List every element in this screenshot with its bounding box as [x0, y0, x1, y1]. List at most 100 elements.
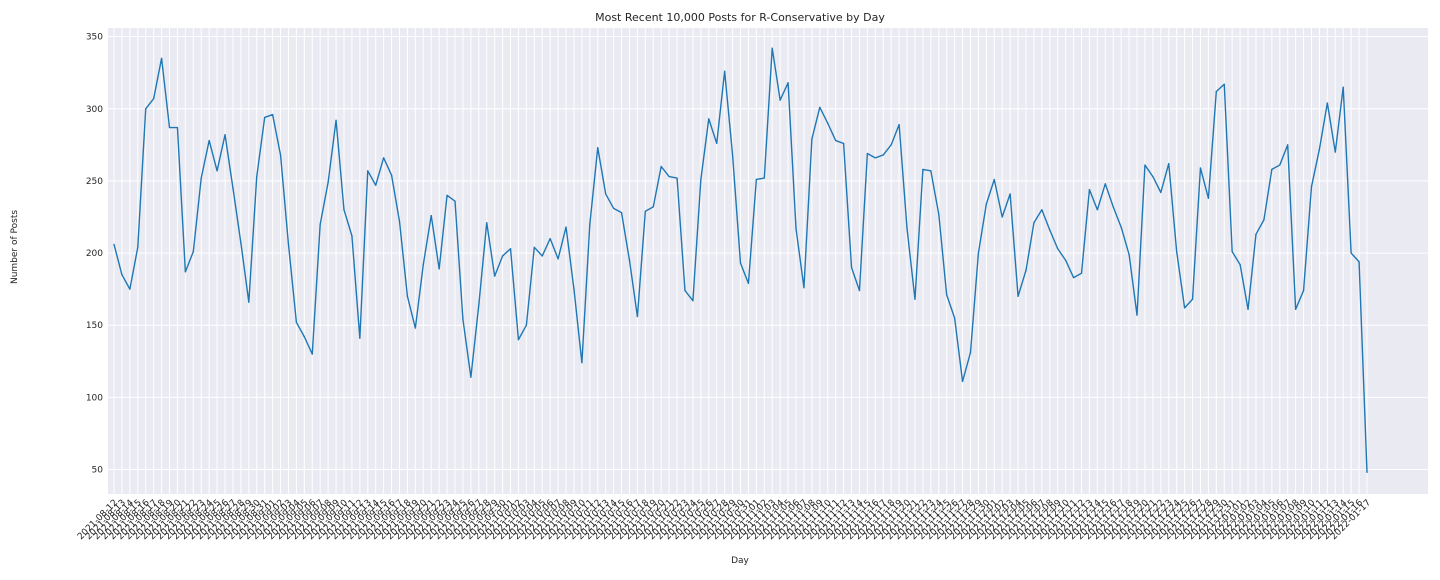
data-point: [1152, 176, 1154, 178]
plot-area: [108, 28, 1428, 494]
data-point: [779, 99, 781, 101]
data-point: [581, 362, 583, 364]
data-point: [1358, 261, 1360, 263]
data-point: [1112, 206, 1114, 208]
y-tick-label: 100: [86, 393, 103, 403]
data-point: [1001, 216, 1003, 218]
data-point: [1080, 272, 1083, 274]
data-point: [827, 122, 829, 124]
data-point: [406, 295, 409, 297]
data-point: [676, 177, 678, 179]
y-tick-label: 350: [86, 33, 103, 43]
data-point: [319, 223, 321, 225]
y-tick-label: 250: [86, 177, 103, 187]
data-point: [1160, 191, 1162, 194]
data-point: [470, 376, 472, 378]
data-point: [383, 157, 385, 159]
data-point: [1136, 314, 1138, 316]
gridlines: [108, 28, 1428, 494]
data-point: [351, 235, 353, 237]
data-point: [184, 271, 186, 273]
data-point: [557, 258, 559, 260]
data-point: [644, 210, 646, 212]
data-point: [692, 300, 694, 302]
x-axis-ticks: 2021-08-122021-08-132021-08-142021-08-15…: [76, 498, 1373, 542]
data-point: [486, 222, 488, 224]
data-point: [993, 178, 995, 181]
data-point: [708, 118, 710, 120]
data-point: [668, 176, 670, 178]
data-point: [422, 264, 424, 266]
data-point: [232, 187, 234, 189]
data-point: [724, 70, 726, 72]
data-point: [1120, 226, 1122, 228]
data-point: [1176, 251, 1178, 253]
data-point: [454, 200, 456, 202]
data-point: [755, 178, 757, 181]
data-point: [819, 106, 821, 108]
data-point: [248, 301, 250, 303]
data-point: [906, 227, 908, 230]
data-point: [1025, 269, 1027, 271]
data-point: [1342, 86, 1344, 88]
data-point: [898, 124, 900, 126]
y-axis-ticks: 50 100 150 200 250 300 350: [86, 33, 103, 476]
data-point: [613, 207, 615, 209]
data-point: [1255, 233, 1257, 235]
data-point: [787, 82, 789, 84]
data-point: [367, 170, 369, 172]
data-point: [716, 142, 718, 145]
y-tick-label: 50: [92, 465, 104, 475]
y-tick-label: 300: [86, 105, 103, 115]
data-point: [1215, 90, 1217, 93]
data-point: [858, 289, 861, 292]
data-point: [264, 116, 266, 119]
y-tick-label: 200: [86, 249, 103, 259]
data-point: [1199, 167, 1202, 169]
data-point: [145, 108, 147, 110]
data-point: [1104, 183, 1106, 185]
data-point: [129, 288, 131, 290]
data-point: [771, 47, 773, 49]
data-point: [1088, 188, 1091, 191]
data-point: [589, 223, 591, 225]
data-point: [311, 353, 313, 355]
data-point: [636, 315, 639, 318]
data-point: [1263, 219, 1265, 221]
data-point: [961, 380, 964, 383]
data-point: [842, 142, 845, 145]
data-point: [216, 170, 218, 172]
data-point: [914, 298, 916, 300]
data-point: [256, 176, 258, 178]
data-point: [240, 242, 242, 244]
data-point: [1247, 308, 1249, 310]
data-point: [398, 220, 401, 222]
data-point: [1144, 164, 1146, 166]
data-point: [192, 251, 194, 253]
data-point: [922, 168, 924, 170]
data-point: [850, 266, 853, 269]
data-point: [700, 178, 702, 181]
data-point: [1366, 471, 1368, 473]
data-point: [1326, 102, 1328, 104]
data-point: [1057, 248, 1059, 250]
data-point: [168, 126, 171, 129]
data-point: [1041, 209, 1043, 211]
data-point: [1128, 253, 1130, 256]
data-point: [795, 227, 797, 230]
data-point: [335, 119, 337, 121]
data-point: [565, 226, 567, 228]
data-point: [763, 177, 765, 179]
data-point: [660, 165, 662, 168]
data-point: [1009, 193, 1011, 195]
data-point: [1318, 148, 1321, 150]
data-point: [509, 248, 512, 250]
data-point: [160, 57, 163, 59]
data-point: [303, 336, 305, 338]
data-point: [1017, 295, 1019, 297]
data-point: [462, 318, 464, 321]
data-point: [628, 259, 631, 261]
chart-title: Most Recent 10,000 Posts for R-Conservat…: [595, 11, 885, 24]
data-point: [1239, 264, 1241, 266]
